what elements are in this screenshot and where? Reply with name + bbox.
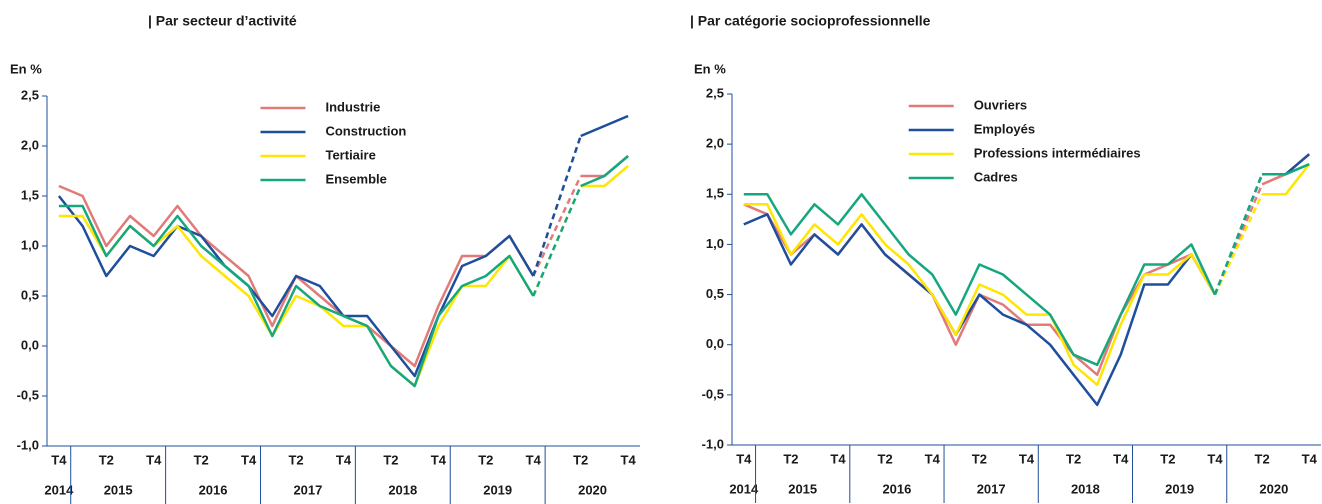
- legend-label: Tertiaire: [325, 147, 375, 162]
- x-group-label: 2017: [977, 481, 1006, 496]
- x-tick-label: T2: [1066, 451, 1081, 466]
- y-tick-label: 0,5: [706, 286, 724, 301]
- x-group-label: 2019: [1165, 481, 1194, 496]
- gap-bridge: [532, 185, 582, 297]
- series-line: [743, 153, 1311, 407]
- x-tick-label: T4: [1113, 451, 1129, 466]
- x-group-label: 2014: [729, 481, 759, 496]
- x-tick-label: T4: [431, 452, 447, 467]
- x-tick-label: T2: [99, 452, 114, 467]
- y-tick-label: -0,5: [17, 387, 39, 402]
- legend-label: Cadres: [974, 169, 1018, 184]
- x-tick-label: T4: [736, 451, 752, 466]
- legend-label: Industrie: [325, 99, 380, 114]
- y-tick-label: 1,0: [21, 237, 39, 252]
- y-tick-label: 1,0: [706, 236, 724, 251]
- x-group-label: 2018: [388, 482, 417, 497]
- gap-bridge: [1213, 183, 1264, 296]
- x-tick-label: T2: [194, 452, 209, 467]
- y-axis-label: En %: [694, 61, 726, 76]
- series-line: [58, 155, 629, 388]
- x-tick-label: T2: [383, 452, 398, 467]
- y-tick-label: -0,5: [702, 386, 724, 401]
- x-group-label: 2020: [578, 482, 607, 497]
- x-tick-label: T4: [241, 452, 257, 467]
- chart-title: | Par catégorie socioprofessionnelle: [690, 13, 931, 29]
- x-tick-label: T4: [1302, 451, 1318, 466]
- y-tick-label: -1,0: [17, 437, 39, 452]
- y-tick-label: 1,5: [21, 187, 39, 202]
- x-tick-label: T4: [1019, 451, 1035, 466]
- x-group-label: 2016: [882, 481, 911, 496]
- x-tick-label: T2: [478, 452, 493, 467]
- gap-bridge: [1213, 173, 1264, 296]
- series-line: [57, 114, 629, 378]
- x-group-label: 2020: [1259, 481, 1288, 496]
- x-group-label: 2015: [788, 481, 817, 496]
- x-group-label: 2015: [104, 482, 133, 497]
- y-tick-label: 0,5: [21, 287, 39, 302]
- x-tick-label: T4: [925, 451, 941, 466]
- y-tick-label: 0,0: [21, 337, 39, 352]
- x-tick-label: T4: [1207, 451, 1223, 466]
- legend-label: Employés: [974, 121, 1035, 136]
- x-tick-label: T4: [526, 452, 542, 467]
- legend-label: Ensemble: [325, 171, 386, 186]
- x-group-label: 2014: [44, 482, 74, 497]
- x-tick-label: T4: [621, 452, 637, 467]
- series-line: [743, 153, 1311, 377]
- series-line: [58, 155, 629, 368]
- y-tick-label: 2,0: [706, 136, 724, 151]
- series-line: [743, 163, 1311, 387]
- chart-title: | Par secteur d’activité: [148, 13, 297, 29]
- x-tick-label: T2: [878, 451, 893, 466]
- y-axis-label: En %: [10, 61, 42, 76]
- series-line: [743, 163, 1310, 367]
- legend-label: Ouvriers: [974, 97, 1027, 112]
- x-group-label: 2016: [199, 482, 228, 497]
- x-tick-label: T4: [336, 452, 352, 467]
- x-tick-label: T2: [783, 451, 798, 466]
- x-tick-label: T2: [1255, 451, 1270, 466]
- x-group-label: 2019: [483, 482, 512, 497]
- x-tick-label: T4: [830, 451, 846, 466]
- x-group-label: 2018: [1071, 481, 1100, 496]
- y-tick-label: 2,0: [21, 137, 39, 152]
- gap-bridge: [1213, 193, 1264, 296]
- x-tick-label: T2: [1160, 451, 1175, 466]
- x-tick-label: T4: [51, 452, 67, 467]
- y-tick-label: 1,5: [706, 186, 724, 201]
- y-tick-label: 2,5: [21, 87, 39, 102]
- x-tick-label: T2: [288, 452, 303, 467]
- y-tick-label: 0,0: [706, 336, 724, 351]
- y-tick-label: -1,0: [702, 436, 724, 451]
- x-tick-label: T4: [146, 452, 162, 467]
- gap-bridge: [532, 175, 582, 277]
- x-group-label: 2017: [293, 482, 322, 497]
- x-tick-label: T2: [573, 452, 588, 467]
- legend-label: Professions intermédiaires: [974, 145, 1141, 160]
- x-tick-label: T2: [972, 451, 987, 466]
- gap-bridge: [532, 135, 582, 277]
- legend-label: Construction: [325, 123, 406, 138]
- y-tick-label: 2,5: [706, 85, 724, 100]
